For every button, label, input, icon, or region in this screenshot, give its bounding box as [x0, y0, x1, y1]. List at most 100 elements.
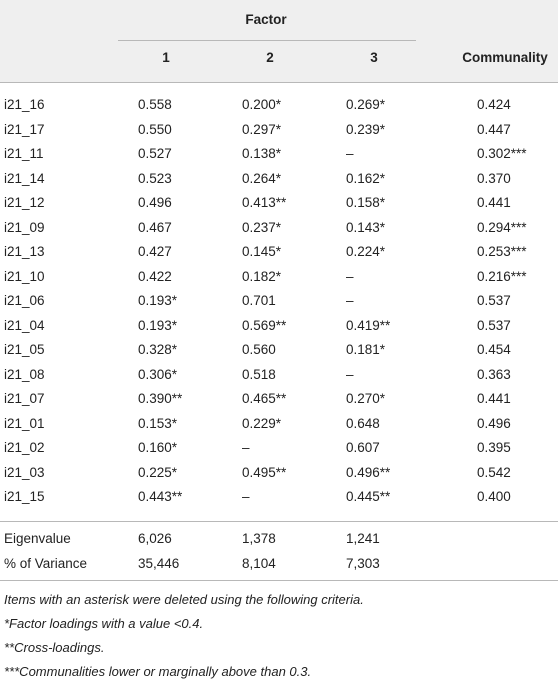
cell-value: 0.537 — [477, 317, 511, 333]
cell-value: 0.400 — [477, 489, 511, 504]
header-background — [0, 0, 558, 82]
cell-value: 0.181* — [346, 342, 386, 357]
summary-value: 35,446 — [138, 555, 180, 571]
cell-value: 0.467 — [138, 219, 172, 235]
cell-value: 0.239* — [346, 121, 386, 137]
column-header: Communality — [462, 50, 548, 65]
cell-value: 0.143* — [346, 219, 386, 235]
cell-value: 0.441 — [477, 391, 511, 406]
cell-value: 0.193* — [138, 293, 178, 308]
summary-value: 7,303 — [346, 555, 380, 571]
cell-value: 0.158* — [346, 195, 386, 210]
row-label: i21_10 — [4, 268, 45, 284]
cell-value: – — [242, 440, 250, 455]
cell-value: 0.237* — [242, 219, 282, 235]
cell-value: 0.225* — [138, 464, 178, 480]
cell-value: 0.518 — [242, 366, 276, 382]
cell-value: 0.216*** — [477, 268, 527, 284]
cell-value: 0.253*** — [477, 244, 527, 259]
cell-value: 0.200* — [242, 97, 282, 112]
column-header: 3 — [370, 50, 378, 65]
row-label: i21_11 — [4, 146, 44, 161]
cell-value: 0.607 — [346, 440, 380, 455]
cell-value: 0.270* — [346, 391, 386, 406]
cell-value: – — [242, 489, 250, 504]
cell-value: 0.138* — [242, 146, 282, 161]
cell-value: 0.395 — [477, 440, 511, 455]
cell-value: – — [346, 366, 354, 382]
column-header: 2 — [266, 50, 274, 65]
row-label: i21_08 — [4, 366, 45, 382]
cell-value: 0.145* — [242, 244, 282, 259]
row-label: i21_14 — [4, 170, 45, 186]
cell-value: 0.370 — [477, 170, 511, 186]
summary-label: Eigenvalue — [4, 531, 71, 546]
footnote: *Factor loadings with a value <0.4. — [4, 616, 204, 631]
cell-value: 0.424 — [477, 97, 511, 112]
summary-value: 8,104 — [242, 555, 276, 571]
cell-value: 0.445** — [346, 489, 391, 504]
footer-rule — [0, 580, 558, 581]
summary-value: 1,241 — [346, 531, 380, 546]
header-rule — [0, 82, 558, 83]
cell-value: 0.523 — [138, 170, 172, 186]
cell-value: 0.550 — [138, 121, 172, 137]
group-rule — [118, 40, 416, 41]
row-label: i21_16 — [4, 97, 45, 112]
summary-value: 6,026 — [138, 531, 172, 546]
row-label: i21_03 — [4, 464, 45, 480]
cell-value: 0.306* — [138, 366, 178, 382]
row-label: i21_09 — [4, 219, 45, 235]
footnote: **Cross-loadings. — [4, 640, 105, 655]
cell-value: 0.527 — [138, 146, 172, 161]
cell-value: 0.560 — [242, 342, 276, 357]
cell-value: 0.443** — [138, 489, 183, 504]
cell-value: 0.328* — [138, 342, 178, 357]
cell-value: 0.193* — [138, 317, 178, 333]
summary-value: 1,378 — [242, 531, 276, 546]
cell-value: 0.224* — [346, 244, 386, 259]
column-header: 1 — [162, 50, 170, 65]
cell-value: 0.496 — [477, 415, 511, 431]
cell-value: 0.648 — [346, 415, 380, 431]
cell-value: 0.441 — [477, 195, 511, 210]
cell-value: 0.427 — [138, 244, 172, 259]
cell-value: 0.153* — [138, 415, 178, 431]
row-label: i21_13 — [4, 244, 45, 259]
cell-value: 0.413** — [242, 195, 287, 210]
cell-value: 0.269* — [346, 97, 386, 112]
cell-value: 0.160* — [138, 440, 178, 455]
cell-value: – — [346, 293, 354, 308]
cell-value: 0.419** — [346, 317, 391, 333]
cell-value: 0.363 — [477, 366, 511, 382]
cell-value: 0.496** — [346, 464, 391, 480]
cell-value: 0.447 — [477, 121, 511, 137]
row-label: i21_05 — [4, 342, 45, 357]
cell-value: 0.422 — [138, 268, 172, 284]
row-label: i21_01 — [4, 415, 45, 431]
cell-value: 0.390** — [138, 391, 183, 406]
cell-value: 0.162* — [346, 170, 386, 186]
cell-value: – — [346, 146, 354, 161]
row-label: i21_06 — [4, 293, 45, 308]
row-label: i21_17 — [4, 121, 45, 137]
row-label: i21_07 — [4, 391, 45, 406]
cell-value: 0.558 — [138, 97, 172, 112]
cell-value: 0.229* — [242, 415, 282, 431]
row-label: i21_04 — [4, 317, 45, 333]
cell-value: – — [346, 268, 354, 284]
row-label: i21_15 — [4, 489, 45, 504]
row-label: i21_12 — [4, 195, 45, 210]
summary-label: % of Variance — [4, 555, 88, 571]
cell-value: 0.542 — [477, 464, 511, 480]
group-header: Factor — [245, 12, 287, 27]
cell-value: 0.302*** — [477, 146, 527, 161]
cell-value: 0.297* — [242, 121, 282, 137]
cell-value: 0.537 — [477, 293, 511, 308]
body-rule — [0, 521, 558, 522]
cell-value: 0.465** — [242, 391, 287, 406]
cell-value: 0.182* — [242, 268, 282, 284]
cell-value: 0.569** — [242, 317, 287, 333]
row-label: i21_02 — [4, 440, 45, 455]
cell-value: 0.294*** — [477, 219, 527, 235]
